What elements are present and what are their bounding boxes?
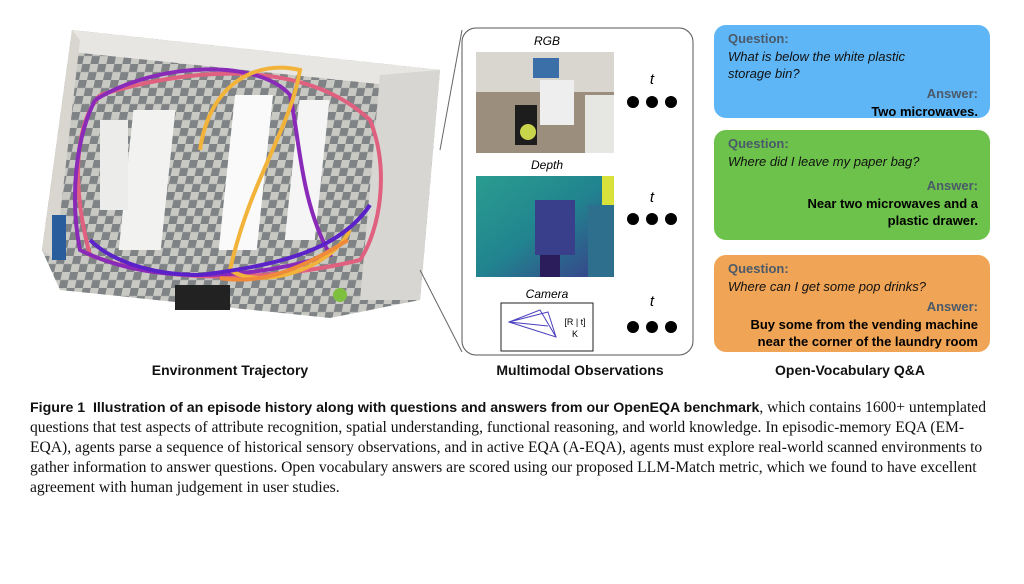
camera-diagram bbox=[500, 302, 594, 352]
trajectory bbox=[73, 65, 383, 282]
decoration bbox=[627, 321, 639, 333]
intrinsics: K bbox=[572, 329, 578, 339]
decoration bbox=[646, 96, 658, 108]
decoration bbox=[646, 321, 658, 333]
decoration bbox=[627, 96, 639, 108]
question-label: Question: bbox=[728, 261, 789, 276]
time-dots bbox=[627, 96, 677, 333]
environment-scan bbox=[42, 30, 440, 318]
decoration bbox=[219, 238, 350, 282]
qa-card: Question: Where did I leave my paper bag… bbox=[714, 130, 990, 240]
question: Where did I leave my paper bag? bbox=[728, 154, 920, 169]
question-label: Question: bbox=[728, 136, 789, 151]
caption: Figure 1 Illustration of an episode hist… bbox=[30, 398, 1002, 498]
decoration bbox=[100, 120, 128, 210]
time-label: t bbox=[650, 293, 655, 310]
answer-label: Answer: bbox=[926, 86, 978, 101]
figure-graphics: RGB Depth Camera [R | t] K bbox=[42, 27, 694, 356]
decoration bbox=[42, 30, 80, 260]
rgb-image bbox=[476, 52, 614, 153]
panel-label: Multimodal Observations bbox=[496, 362, 664, 378]
question: Where can I get some pop drinks? bbox=[728, 279, 926, 294]
decoration bbox=[360, 70, 440, 300]
decoration bbox=[76, 71, 383, 279]
decoration bbox=[588, 205, 614, 277]
caption-body: , which contains 1600+ untemplated quest… bbox=[30, 399, 987, 496]
decoration bbox=[500, 302, 594, 352]
answer-label: Answer: bbox=[926, 178, 978, 193]
decoration bbox=[507, 309, 557, 338]
time-label: t bbox=[650, 189, 655, 206]
qa-card: Question: What is below the white plasti… bbox=[714, 25, 990, 119]
decoration bbox=[520, 124, 536, 140]
answer: Buy some from the vending machine near t… bbox=[750, 317, 978, 349]
decoration bbox=[665, 321, 677, 333]
caption-lead: Illustration of an episode history along… bbox=[92, 400, 760, 416]
decoration bbox=[198, 65, 352, 280]
qa-card: Question: Where can I get some pop drink… bbox=[714, 255, 990, 352]
obs-label: Depth bbox=[531, 158, 563, 172]
decoration bbox=[118, 110, 176, 250]
decoration bbox=[218, 95, 274, 250]
decoration bbox=[540, 80, 574, 125]
decoration bbox=[88, 203, 372, 278]
decoration bbox=[646, 213, 658, 225]
decoration bbox=[175, 285, 230, 310]
question-label: Question: bbox=[728, 31, 789, 46]
time-label: t bbox=[650, 71, 655, 88]
decoration bbox=[52, 215, 66, 260]
answer: Two microwaves. bbox=[871, 104, 978, 119]
decoration bbox=[508, 321, 549, 327]
panel-label: Open-Vocabulary Q&A bbox=[775, 362, 925, 378]
zoom-line bbox=[419, 269, 463, 353]
decoration bbox=[585, 95, 614, 153]
decoration bbox=[665, 96, 677, 108]
answer-label: Answer: bbox=[926, 299, 978, 314]
caption-label: Figure 1 bbox=[30, 400, 86, 416]
decoration bbox=[627, 213, 639, 225]
decoration bbox=[533, 58, 559, 78]
depth-image bbox=[476, 176, 614, 277]
answer: Near two microwaves and a plastic drawer… bbox=[807, 196, 978, 228]
decoration bbox=[540, 255, 560, 277]
extrinsics: [R | t] bbox=[564, 317, 585, 327]
panel-label: Environment Trajectory bbox=[151, 362, 309, 378]
obs-label: RGB bbox=[534, 34, 560, 48]
question: What is below the white plastic storage … bbox=[728, 49, 906, 81]
decoration bbox=[333, 288, 347, 302]
decoration bbox=[665, 213, 677, 225]
decoration bbox=[72, 30, 440, 90]
obs-label: Camera bbox=[526, 287, 569, 301]
zoom-line bbox=[439, 29, 463, 151]
decoration bbox=[535, 200, 575, 255]
